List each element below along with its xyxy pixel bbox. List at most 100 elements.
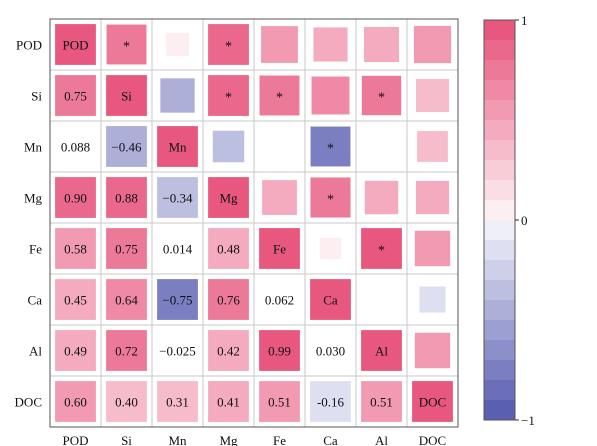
x-tick-label: Si xyxy=(121,433,132,446)
diagonal-cell xyxy=(157,126,198,167)
colorbar-tick-label: 1 xyxy=(521,13,528,28)
colorbar: 1 0 −1 xyxy=(483,13,535,428)
correlation-square xyxy=(415,180,450,215)
coefficient-cell xyxy=(157,177,198,218)
coefficient-cell xyxy=(157,381,198,422)
diagonal-label: Si xyxy=(121,89,132,104)
colorbar-step xyxy=(484,180,515,201)
diagonal-cell xyxy=(106,75,147,116)
coefficient-cell xyxy=(55,381,96,422)
colorbar-step xyxy=(484,100,515,121)
colorbar-step xyxy=(484,200,515,221)
coefficient-label: 0.75 xyxy=(64,89,87,104)
coefficient-cell xyxy=(208,279,249,320)
coefficient-cell xyxy=(208,381,249,422)
correlation-square xyxy=(319,237,342,260)
colorbar-step xyxy=(484,40,515,61)
coefficient-label: 0.088 xyxy=(61,140,90,155)
correlation-square xyxy=(372,137,391,156)
coefficient-label: −0.46 xyxy=(111,140,142,155)
correlation-square xyxy=(417,131,448,162)
diagonal-cell xyxy=(208,177,249,218)
x-tick-label: Ca xyxy=(323,433,338,446)
correlation-square xyxy=(413,25,452,64)
coefficient-cell xyxy=(106,381,147,422)
plot-frame xyxy=(49,18,459,428)
coefficient-label: 0.99 xyxy=(268,344,291,359)
correlation-square xyxy=(165,32,190,57)
coefficient-cell xyxy=(208,330,249,371)
correlation-square xyxy=(208,24,249,65)
correlation-square xyxy=(372,290,391,309)
correlation-square xyxy=(361,75,402,116)
colorbar-step xyxy=(484,300,515,321)
coefficient-cell xyxy=(55,126,96,167)
coefficient-label: 0.75 xyxy=(115,242,138,257)
colorbar-step xyxy=(484,60,515,81)
coefficient-label: 0.014 xyxy=(163,242,193,257)
heatmap-cell-labels: POD * * 0.75 Si * * * 0.088 −0.46 Mn * 0.90 0.88 −0.34… xyxy=(61,38,446,410)
coefficient-label: 0.030 xyxy=(316,344,345,359)
coefficient-cell xyxy=(55,279,96,320)
diagonal-cell xyxy=(412,381,453,422)
significance-marker: * xyxy=(327,142,334,157)
correlation-square xyxy=(208,75,249,116)
y-tick-label: POD xyxy=(16,38,42,53)
correlation-square xyxy=(416,79,449,112)
correlation-square xyxy=(310,177,351,218)
significance-marker: * xyxy=(225,40,232,55)
coefficient-label: 0.42 xyxy=(217,344,240,359)
coefficient-cell xyxy=(55,177,96,218)
x-tick-label: POD xyxy=(62,433,88,446)
y-tick-label: Fe xyxy=(29,242,42,257)
coefficient-label: 0.41 xyxy=(217,395,240,410)
coefficient-label: -0.16 xyxy=(317,395,345,410)
coefficient-label: −0.025 xyxy=(159,344,196,359)
coefficient-label: 0.58 xyxy=(64,242,87,257)
coefficient-cell xyxy=(259,381,300,422)
coefficient-label: 0.45 xyxy=(64,293,87,308)
diagonal-label: DOC xyxy=(419,395,446,410)
correlation-square xyxy=(212,130,245,163)
significance-marker: * xyxy=(327,193,334,208)
correlation-square xyxy=(271,138,289,156)
x-tick-label: Mg xyxy=(219,433,238,446)
diagonal-label: POD xyxy=(62,38,88,53)
significance-marker: * xyxy=(225,91,232,106)
y-tick-label: Mg xyxy=(24,191,43,206)
diagonal-label: Fe xyxy=(273,242,286,257)
correlation-square xyxy=(160,78,195,113)
coefficient-label: 0.76 xyxy=(217,293,240,308)
coefficient-label: −0.75 xyxy=(162,293,192,308)
y-tick-label: Si xyxy=(31,89,42,104)
x-tick-label: Al xyxy=(375,433,388,446)
coefficient-cell xyxy=(157,228,198,269)
colorbar-step xyxy=(484,380,515,401)
coefficient-cell xyxy=(55,75,96,116)
diagonal-cell xyxy=(55,24,96,65)
coefficient-cell xyxy=(106,177,147,218)
coefficient-cell xyxy=(55,228,96,269)
x-tick-label: DOC xyxy=(419,433,446,446)
significance-marker: * xyxy=(378,91,385,106)
colorbar-tick-label: 0 xyxy=(521,213,528,228)
coefficient-label: 0.64 xyxy=(115,293,138,308)
colorbar-step xyxy=(484,320,515,341)
diagonal-cell xyxy=(361,330,402,371)
coefficient-cell xyxy=(106,126,147,167)
x-tick-label: Mn xyxy=(168,433,187,446)
coefficient-label: −0.34 xyxy=(162,191,193,206)
heatmap-axes: POD POD Si Si Mn Mn Mg Mg Fe Fe Ca Ca Al Al DOC DOC xyxy=(15,38,447,446)
correlation-square xyxy=(364,27,399,62)
correlation-square xyxy=(262,180,297,215)
coefficient-label: 0.60 xyxy=(64,395,87,410)
coefficient-cell xyxy=(55,330,96,371)
heatmap-cells xyxy=(55,24,453,422)
diagonal-label: Al xyxy=(375,344,388,359)
correlation-square xyxy=(106,24,147,65)
coefficient-cell xyxy=(310,330,351,371)
coefficient-cell xyxy=(157,330,198,371)
y-tick-label: Ca xyxy=(28,293,43,308)
significance-marker: * xyxy=(123,40,130,55)
